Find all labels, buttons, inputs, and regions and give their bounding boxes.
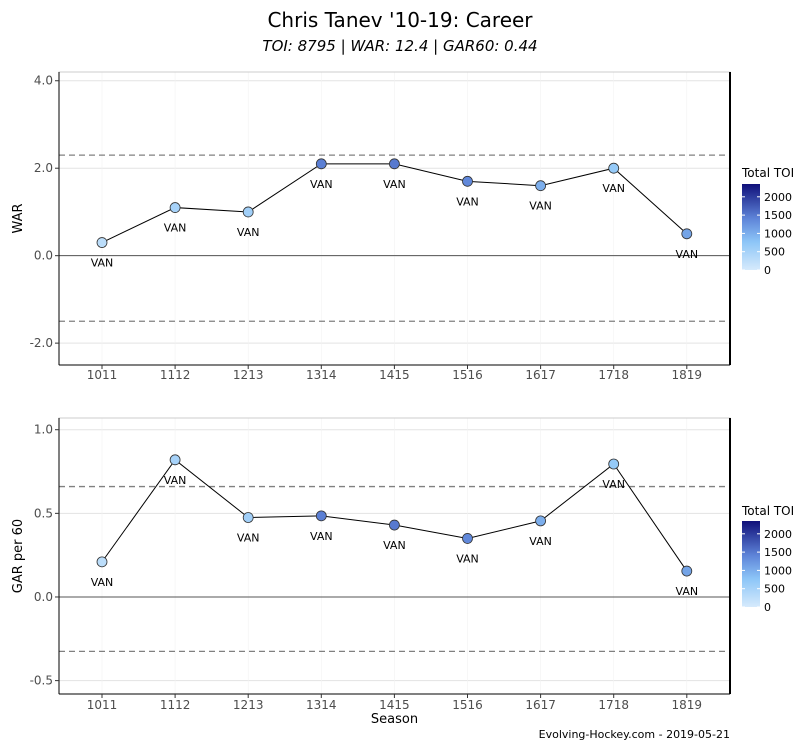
x-tick-label: 1314 (306, 698, 337, 712)
team-label: VAN (602, 182, 625, 195)
team-label: VAN (237, 532, 260, 545)
data-point (535, 180, 546, 192)
legend-tick-label: 1500 (764, 209, 792, 222)
data-point (169, 454, 181, 466)
legend-tick-label: 0 (764, 264, 771, 277)
data-point (242, 206, 254, 218)
team-label: VAN (676, 248, 699, 261)
war-panel: -2.0 0.0 2.0 4.0 1011 1112 1213 1314 1415 1516 161… (11, 71, 794, 382)
data-point (315, 158, 327, 170)
team-label: VAN (164, 222, 187, 235)
data-point (462, 533, 473, 544)
y-axis-label: WAR (11, 203, 26, 233)
legend-tick-label: 500 (764, 583, 785, 596)
y-tick-label: 2.0 (34, 161, 53, 175)
team-label: VAN (529, 535, 552, 548)
legend-tick-label: 1500 (764, 546, 792, 559)
x-tick-label: 1415 (379, 368, 410, 382)
legend-tick-label: 1000 (764, 227, 792, 240)
data-point (608, 162, 620, 174)
team-label: VAN (383, 178, 406, 191)
y-tick-label: 0.5 (34, 506, 53, 520)
legend-tick-label: 2000 (764, 528, 792, 541)
data-point (388, 519, 400, 531)
y-tick-label: 0.0 (34, 249, 53, 263)
data-point (681, 565, 693, 577)
data-point (169, 202, 181, 213)
x-tick-label: 1011 (87, 368, 118, 382)
x-tick-label: 1112 (160, 698, 191, 712)
x-tick-label: 1415 (379, 698, 410, 712)
x-tick-label: 1213 (233, 368, 264, 382)
data-point (462, 175, 473, 187)
team-label: VAN (529, 200, 552, 213)
source-credit: Evolving-Hockey.com - 2019-05-21 (538, 728, 730, 741)
team-label: VAN (91, 257, 114, 270)
chart-subtitle: TOI: 8795 | WAR: 12.4 | GAR60: 0.44 (262, 37, 538, 55)
x-tick-label: 1819 (672, 368, 703, 382)
data-point (96, 237, 108, 248)
x-tick-label: 1617 (525, 368, 556, 382)
team-label: VAN (237, 226, 260, 239)
x-tick-label: 1516 (452, 368, 483, 382)
x-tick-label: 1819 (672, 698, 703, 712)
legend-colorbar (742, 521, 760, 607)
x-tick-label: 1718 (598, 368, 629, 382)
x-tick-label: 1516 (452, 698, 483, 712)
team-label: VAN (676, 585, 699, 598)
data-point (535, 515, 546, 527)
data-point (608, 458, 620, 470)
x-tick-label: 1718 (598, 698, 629, 712)
x-tick-label: 1314 (306, 368, 337, 382)
x-tick-label: 1112 (160, 368, 191, 382)
data-point (315, 510, 327, 522)
y-tick-label: -2.0 (30, 336, 53, 350)
team-label: VAN (91, 576, 114, 589)
y-tick-label: -0.5 (30, 674, 53, 688)
legend-tick-label: 1000 (764, 564, 792, 577)
team-label: VAN (456, 195, 479, 208)
data-point (96, 556, 108, 568)
team-label: VAN (164, 474, 187, 487)
gar60-panel: -0.5 0.0 0.5 1.0 1011 1112 1213 1314 1415 1516 161… (11, 417, 794, 727)
team-label: VAN (383, 539, 406, 552)
legend-title: Total TOI (741, 166, 794, 180)
data-point (242, 512, 254, 523)
legend-colorbar (742, 184, 760, 270)
team-label: VAN (456, 552, 479, 565)
y-tick-label: 1.0 (34, 423, 53, 437)
legend-tick-label: 500 (764, 246, 785, 259)
y-axis-label: GAR per 60 (11, 519, 26, 593)
team-label: VAN (602, 478, 625, 491)
legend-tick-label: 0 (764, 601, 771, 614)
chart-title: Chris Tanev '10-19: Career (267, 8, 533, 32)
x-tick-label: 1011 (87, 698, 118, 712)
data-point (681, 228, 693, 240)
data-point (388, 158, 400, 170)
x-tick-label: 1617 (525, 698, 556, 712)
y-tick-label: 4.0 (34, 74, 53, 88)
x-axis-label: Season (371, 712, 418, 727)
legend-title: Total TOI (741, 504, 794, 518)
team-label: VAN (310, 530, 333, 543)
team-label: VAN (310, 178, 333, 191)
y-tick-label: 0.0 (34, 590, 53, 604)
legend-tick-label: 2000 (764, 191, 792, 204)
x-tick-label: 1213 (233, 698, 264, 712)
